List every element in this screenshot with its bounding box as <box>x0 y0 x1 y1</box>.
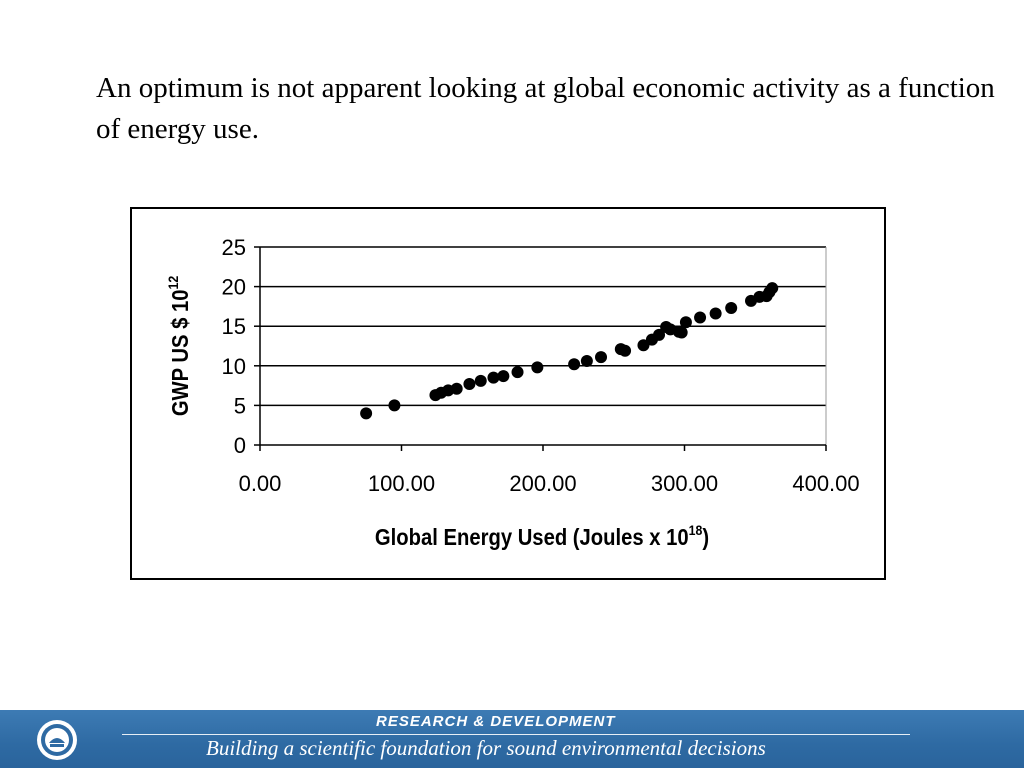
data-point-20 <box>653 328 666 341</box>
y-tick-label: 25 <box>222 235 246 260</box>
y-tick-label: 10 <box>222 354 246 379</box>
data-point-10 <box>497 370 510 383</box>
y-axis-label-main: GWP US $ 10 <box>167 289 194 416</box>
data-point-18 <box>637 339 650 352</box>
data-point-13 <box>568 358 581 371</box>
x-tick-label: 300.00 <box>651 471 718 496</box>
footer-banner: RESEARCH & DEVELOPMENT Building a scient… <box>0 710 1024 768</box>
data-point-2 <box>388 399 401 412</box>
data-point-11 <box>511 366 524 379</box>
x-tick-label: 0.00 <box>239 471 282 496</box>
data-point-25 <box>679 316 692 329</box>
data-point-7 <box>463 378 476 391</box>
data-point-28 <box>725 301 738 314</box>
footer-title: RESEARCH & DEVELOPMENT <box>376 713 616 730</box>
y-tick-label: 5 <box>234 393 246 418</box>
data-point-24 <box>675 326 688 339</box>
scatter-chart: 0 5 10 15 20 25 0.00 100.00 200.00 300.00 400.00 G… <box>165 235 860 550</box>
x-axis-label-main: Global Energy Used (Joules x 10 <box>375 524 689 551</box>
x-axis-label-superscript: 18 <box>689 522 703 538</box>
footer-tagline: Building a scientific foundation for sou… <box>206 736 766 760</box>
data-point-9 <box>487 371 500 384</box>
y-tick-label: 20 <box>222 275 246 300</box>
x-axis-label-suffix: ) <box>702 524 709 551</box>
data-point-6 <box>450 382 463 395</box>
axes <box>254 246 827 451</box>
data-point-12 <box>531 361 544 374</box>
chart-frame: 0 5 10 15 20 25 0.00 100.00 200.00 300.00 400.00 G… <box>130 207 886 580</box>
epa-seal-icon <box>37 720 77 760</box>
y-tick-label: 0 <box>234 433 246 458</box>
footer-divider <box>122 734 910 735</box>
y-axis-label-superscript: 12 <box>165 276 181 290</box>
tick-labels: 0 5 10 15 20 25 0.00 100.00 200.00 300.00 400.00 <box>222 235 860 496</box>
data-point-1 <box>360 407 373 420</box>
data-point-27 <box>709 307 722 320</box>
data-point-14 <box>580 355 593 368</box>
data-points <box>360 282 779 420</box>
x-axis-label: Global Energy Used (Joules x 1018) <box>375 522 709 550</box>
data-point-8 <box>474 374 487 387</box>
data-point-33 <box>766 282 779 295</box>
data-point-17 <box>619 344 632 357</box>
x-tick-label: 100.00 <box>368 471 435 496</box>
y-tick-label: 15 <box>222 314 246 339</box>
slide-intro-text: An optimum is not apparent looking at gl… <box>96 72 995 145</box>
data-point-15 <box>595 351 608 364</box>
gridlines <box>260 246 827 445</box>
x-tick-label: 400.00 <box>792 471 859 496</box>
y-axis-label: GWP US $ 1012 <box>165 276 193 416</box>
x-tick-label: 200.00 <box>509 471 576 496</box>
data-point-26 <box>694 311 707 324</box>
